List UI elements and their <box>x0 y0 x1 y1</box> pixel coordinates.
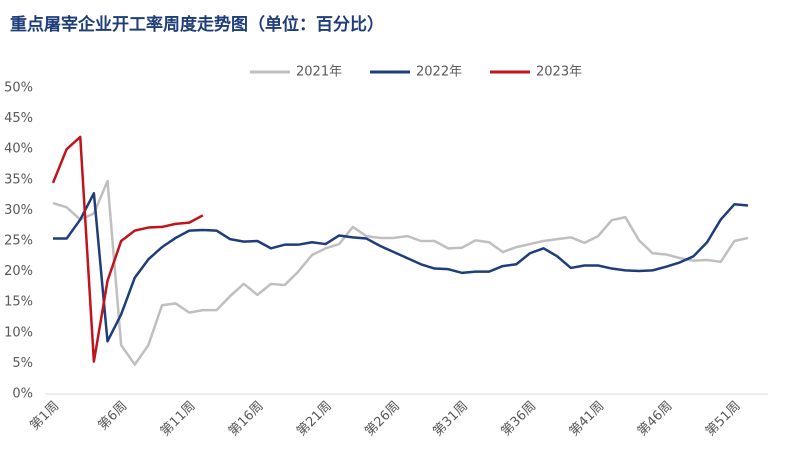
series-line <box>52 179 749 366</box>
y-tick-label: 15% <box>4 295 33 310</box>
chart-title: 重点屠宰企业开工率周度走势图（单位：百分比） <box>10 14 384 35</box>
x-tick-label: 第31周 <box>430 399 471 440</box>
x-tick-label: 第11周 <box>158 399 199 440</box>
series-line <box>53 192 749 343</box>
x-tick-label: 第41周 <box>567 399 608 440</box>
x-tick-label: 第1周 <box>27 399 62 434</box>
x-tick-label: 第36周 <box>499 399 540 440</box>
y-tick-label: 5% <box>12 356 33 371</box>
x-tick-label: 第26周 <box>362 399 403 440</box>
y-tick-label: 25% <box>4 234 33 249</box>
x-tick-label: 第21周 <box>294 399 335 440</box>
y-tick-label: 45% <box>4 111 33 126</box>
y-tick-label: 40% <box>4 142 33 157</box>
y-tick-label: 10% <box>4 325 33 340</box>
legend-label: 2023年 <box>536 65 582 80</box>
x-tick-label: 第51周 <box>703 399 744 440</box>
x-tick-label: 第6周 <box>96 399 131 434</box>
y-tick-label: 30% <box>4 203 33 218</box>
series-line <box>51 135 204 363</box>
legend-label: 2022年 <box>416 65 462 80</box>
x-tick-label: 第16周 <box>226 399 267 440</box>
y-tick-label: 20% <box>4 264 33 279</box>
y-tick-label: 0% <box>12 387 33 402</box>
y-tick-label: 35% <box>4 172 33 187</box>
y-tick-label: 50% <box>4 81 33 96</box>
x-tick-label: 第46周 <box>635 399 676 440</box>
legend-label: 2021年 <box>296 65 342 80</box>
